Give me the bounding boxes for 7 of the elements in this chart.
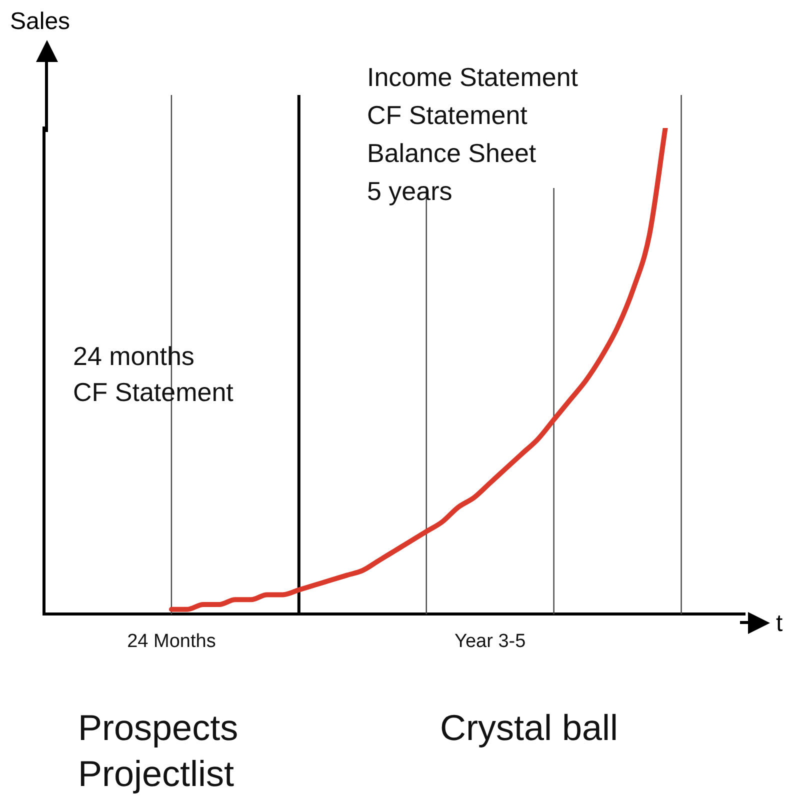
text: Crystal ball	[440, 706, 618, 750]
x-axis-title: t	[776, 610, 783, 638]
annotation: Income Statement CF Statement Balance Sheet 5 years	[367, 61, 578, 208]
x-tick-label: 24 Months	[127, 630, 216, 652]
text: Prospects Projectlist	[78, 706, 238, 796]
y-axis-title: Sales	[10, 8, 70, 36]
x-tick-label: Year 3-5	[454, 630, 526, 652]
